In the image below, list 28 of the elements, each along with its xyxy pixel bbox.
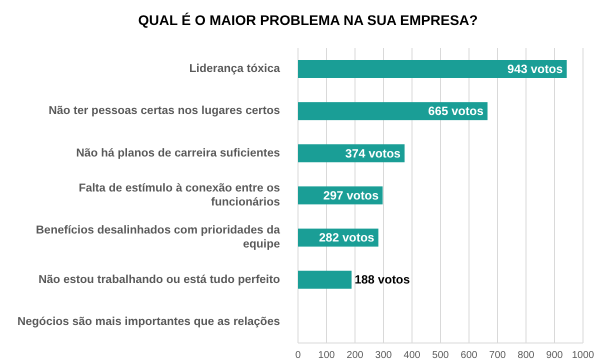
x-tick-label: 600 (460, 350, 478, 361)
chart-title: QUAL É O MAIOR PROBLEMA NA SUA EMPRESA? (137, 12, 479, 28)
x-tick-label: 300 (375, 350, 392, 361)
y-tick-label: Não ter pessoas certas nos lugares certos (48, 105, 280, 118)
data-label: 188 votos (354, 272, 410, 287)
data-label: 297 votos (323, 188, 379, 202)
x-tick-label: 0 (295, 350, 302, 361)
y-tick-label: Benefícios desalinhados com prioridades da equipe (36, 224, 281, 251)
y-tick-label: Negócios são mais importantes que as relações (17, 316, 280, 328)
x-tick-label: 200 (346, 350, 364, 361)
y-tick-label: Liderança tóxica (189, 63, 281, 76)
x-tick-label: 500 (432, 350, 450, 361)
data-label: 282 votos (319, 230, 375, 245)
x-tick-label: 900 (546, 350, 564, 361)
y-tick-label: Não há planos de carreira suficientes (76, 147, 280, 160)
x-tick-label: 100 (318, 350, 336, 361)
x-tick-label: 700 (489, 350, 506, 361)
x-tick-label: 400 (404, 350, 421, 361)
bar (298, 60, 567, 78)
x-tick-label: 800 (518, 350, 535, 361)
bar (298, 270, 352, 289)
data-label: 943 votos (507, 62, 564, 76)
data-label: 665 votos (428, 104, 484, 118)
bar (298, 102, 488, 120)
y-tick-label: Falta de estímulo à conexão entre os funcionários (78, 182, 280, 208)
y-tick-label: Não estou trabalhando ou está tudo perfeito (38, 274, 280, 286)
data-label: 374 votos (345, 146, 401, 160)
x-tick-label: 1000 (572, 350, 595, 361)
